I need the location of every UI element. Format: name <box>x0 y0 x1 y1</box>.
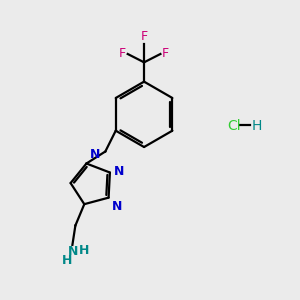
Text: F: F <box>119 47 126 60</box>
Text: N: N <box>112 200 122 213</box>
Text: H: H <box>62 254 72 267</box>
Text: N: N <box>89 148 100 160</box>
Text: H: H <box>79 244 89 257</box>
Text: N: N <box>113 164 124 178</box>
Text: F: F <box>140 30 148 43</box>
Text: Cl: Cl <box>227 119 241 133</box>
Text: H: H <box>252 119 262 133</box>
Text: F: F <box>162 47 169 60</box>
Text: N: N <box>68 245 78 258</box>
